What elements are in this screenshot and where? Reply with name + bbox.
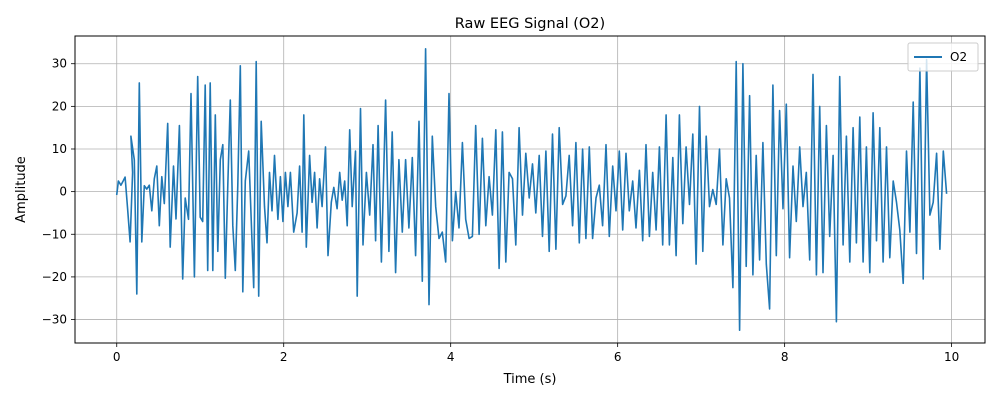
legend-box xyxy=(907,42,979,72)
y-tick-label: 20 xyxy=(52,99,67,113)
y-tick-label: 30 xyxy=(52,57,67,71)
x-axis-title: Time (s) xyxy=(503,372,557,387)
x-axis-ticks: 0 2 4 6 8 10 xyxy=(113,343,959,364)
y-tick-label: 0 xyxy=(59,185,67,199)
x-tick-label: 0 xyxy=(113,350,121,364)
y-tick-label: −30 xyxy=(42,313,67,327)
series-line-o2 xyxy=(115,48,948,331)
x-tick-label: 10 xyxy=(944,350,959,364)
plot-frame xyxy=(74,35,986,344)
y-tick-label: 10 xyxy=(52,142,67,156)
legend: O2 xyxy=(907,42,979,72)
chart-title: Raw EEG Signal (O2) xyxy=(455,16,605,32)
legend-label-o2: O2 xyxy=(950,50,967,64)
series-layer xyxy=(115,48,948,331)
x-tick-label: 2 xyxy=(280,350,288,364)
x-tick-label: 6 xyxy=(614,350,622,364)
x-tick-label: 4 xyxy=(447,350,455,364)
y-tick-label: −20 xyxy=(42,270,67,284)
y-axis-title: Amplitude xyxy=(14,156,29,223)
y-tick-label: −10 xyxy=(42,227,67,241)
y-axis-ticks: −30 −20 −10 0 10 20 30 xyxy=(42,57,75,327)
x-tick-label: 8 xyxy=(781,350,789,364)
